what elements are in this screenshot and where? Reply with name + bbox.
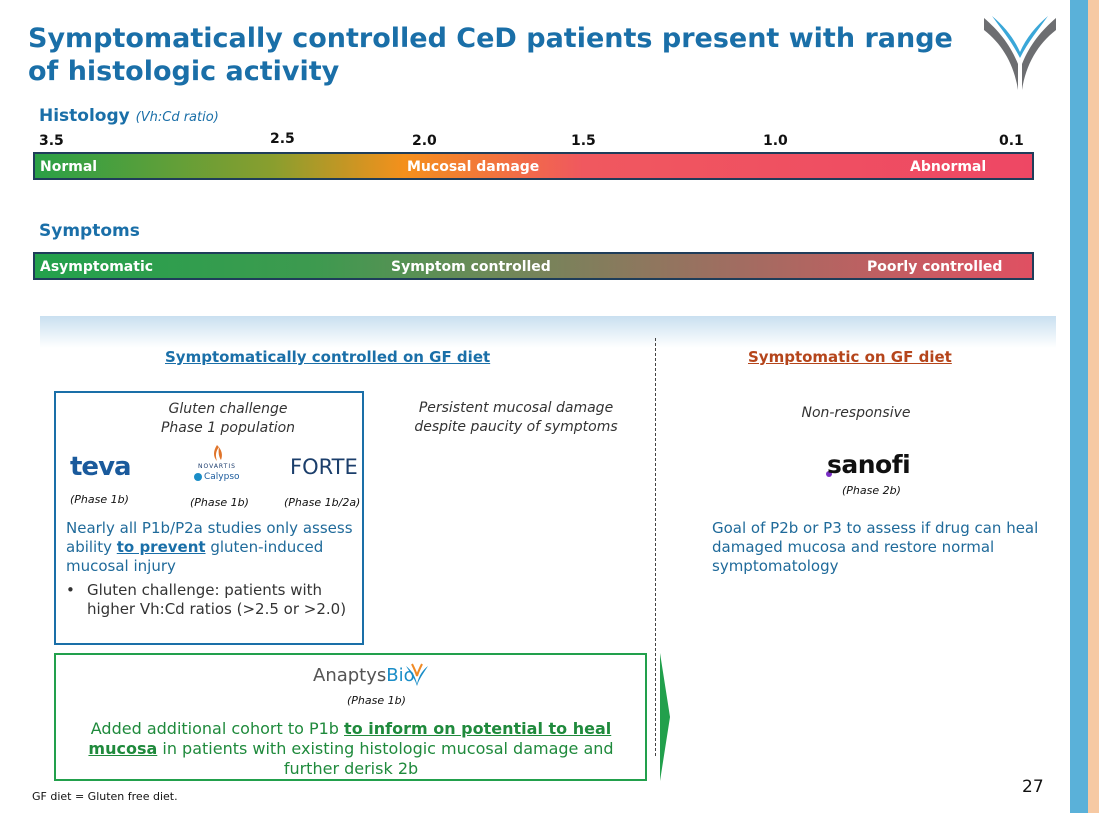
tick-label: 2.0 — [412, 133, 437, 149]
novartis-flame-icon — [214, 445, 222, 461]
bar-label-abnormal: Abnormal — [910, 159, 987, 175]
side-stripe-peach — [1088, 0, 1099, 813]
anaptysbio-logo: AnaptysBio — [313, 665, 415, 686]
novartis-logo: NOVARTIS — [198, 463, 236, 470]
symptoms-scale-bar: Asymptomatic Symptom controlled Poorly c… — [33, 252, 1034, 280]
anaptys-box — [54, 653, 647, 781]
bar-label-mucosal-damage: Mucosal damage — [407, 159, 540, 175]
box-title: Gluten challenge Phase 1 population — [160, 401, 296, 436]
tick-label: 3.5 — [39, 133, 64, 149]
phase-label: (Phase 1b/2a) — [284, 496, 361, 509]
teva-logo: teva — [70, 452, 132, 482]
phase-label: (Phase 1b) — [70, 493, 129, 506]
side-stripe-blue — [1070, 0, 1088, 813]
tick-label: 0.1 — [999, 133, 1024, 149]
bar-label-poorly-controlled: Poorly controlled — [867, 259, 1003, 275]
left-column-heading: Symptomatically controlled on GF diet — [165, 348, 491, 366]
header-band — [40, 316, 1056, 348]
right-description: Goal of P2b or P3 to assess if drug can … — [712, 519, 1039, 575]
sanofi-logo: sanofi — [827, 450, 911, 479]
company-logo-icon — [984, 16, 1056, 90]
bullet-icon: • — [66, 581, 75, 599]
symptoms-label: Symptoms — [39, 221, 140, 241]
prevent-description: Nearly all P1b/P2a studies only assess a… — [66, 519, 353, 575]
gluten-challenge-box — [54, 391, 364, 645]
bullet-item: • Gluten challenge: patients with higher… — [66, 581, 347, 618]
bar-label-symptom-controlled: Symptom controlled — [391, 259, 551, 275]
phase-label: (Phase 1b) — [190, 496, 249, 509]
mid-note: Persistent mucosal damage despite paucit… — [414, 400, 618, 435]
histology-label: Histology (Vh:Cd ratio) — [39, 106, 219, 126]
column-divider — [655, 338, 656, 756]
calypso-icon — [194, 473, 202, 481]
page-title: Symptomatically controlled CeD patients … — [28, 23, 953, 87]
sanofi-dot-icon — [826, 471, 832, 477]
histology-scale-bar: Normal Mucosal damage Abnormal — [33, 152, 1034, 180]
right-column-heading: Symptomatic on GF diet — [748, 348, 952, 366]
bar-label-normal: Normal — [40, 159, 98, 175]
anaptys-mark-icon — [406, 663, 428, 686]
phase-label: (Phase 1b) — [347, 694, 406, 707]
page-number: 27 — [1022, 777, 1044, 797]
tick-label: 2.5 — [270, 131, 295, 147]
non-responsive-note: Non-responsive — [801, 405, 911, 421]
phase-label: (Phase 2b) — [842, 484, 901, 497]
tick-label: 1.5 — [571, 133, 596, 149]
footnote: GF diet = Gluten free diet. — [32, 790, 178, 803]
forte-logo: FORTE — [290, 455, 358, 479]
bar-label-asymptomatic: Asymptomatic — [40, 259, 154, 275]
anaptys-description: Added additional cohort to P1b to inform… — [88, 719, 614, 778]
tick-label: 1.0 — [763, 133, 788, 149]
arrow-right-icon — [660, 653, 670, 781]
calypso-logo: Calypso — [204, 472, 240, 482]
